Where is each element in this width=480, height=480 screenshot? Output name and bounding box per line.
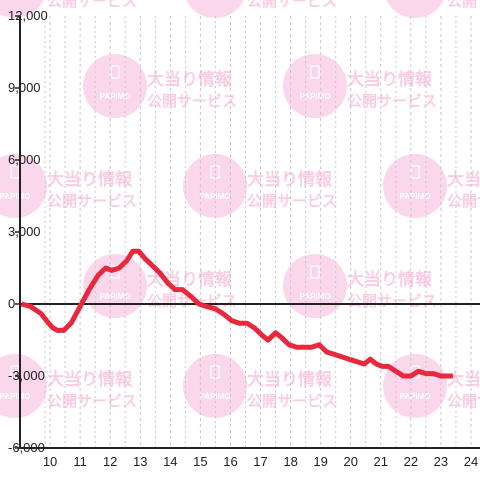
- y-tick-label: 3,000: [8, 224, 41, 239]
- x-tick-label: 16: [223, 454, 237, 469]
- x-tick-label: 13: [133, 454, 147, 469]
- x-tick-label: 20: [343, 454, 357, 469]
- phone-icon: [310, 65, 320, 79]
- x-tick-label: 22: [404, 454, 418, 469]
- watermark-brand: PAPIMO: [100, 292, 131, 301]
- watermark-brand: PAPIMO: [300, 92, 331, 101]
- x-tick-label: 14: [163, 454, 177, 469]
- watermark-line2: 公開サービス: [447, 392, 480, 410]
- x-tick-label: 23: [434, 454, 448, 469]
- watermark-circle: [83, 54, 147, 118]
- watermark-brand: PAPIMO: [0, 0, 30, 1]
- y-tick-label: 6,000: [8, 152, 41, 167]
- x-tick-label: 24: [464, 454, 478, 469]
- watermark-brand: PAPIMO: [200, 0, 231, 1]
- watermark-line2: 公開サービス: [247, 192, 337, 210]
- phone-icon: [310, 265, 320, 279]
- y-tick-label: 0: [8, 296, 15, 311]
- watermark-line2: 公開サービス: [147, 292, 237, 310]
- watermark-line1: 大当り情報: [247, 369, 333, 390]
- watermark-line2: 公開サービス: [47, 0, 137, 10]
- watermark-brand: PAPIMO: [100, 92, 131, 101]
- watermark-circle: [83, 254, 147, 318]
- x-tick-label: 12: [103, 454, 117, 469]
- watermark-brand: PAPIMO: [0, 192, 30, 201]
- watermark-line1: 大当り情報: [347, 269, 433, 290]
- axes: [15, 15, 480, 449]
- watermark-brand: PAPIMO: [400, 0, 431, 1]
- watermark-line1: 大当り情報: [147, 69, 233, 90]
- y-tick-label: -6,000: [8, 440, 45, 455]
- watermark-circle: [0, 354, 47, 418]
- watermark-circle: [283, 54, 347, 118]
- y-tick-label: 9,000: [8, 80, 41, 95]
- watermark-line2: 公開サービス: [47, 392, 137, 410]
- x-tick-label: 21: [374, 454, 388, 469]
- series-layer: [20, 248, 453, 379]
- watermark-circle: [283, 254, 347, 318]
- watermark-line2: 公開サービス: [47, 192, 137, 210]
- watermark-circle: [186, 0, 244, 18]
- watermark-circle: [0, 0, 44, 18]
- y-tick-label: -3,000: [8, 368, 45, 383]
- y-tick-label: 12,000: [8, 8, 48, 23]
- x-tick-label: 11: [73, 454, 87, 469]
- watermark-circle: [0, 154, 47, 218]
- watermark-line1: 大当り情報: [47, 369, 133, 390]
- x-tick-label: 18: [283, 454, 297, 469]
- phone-icon: [110, 65, 120, 79]
- x-tick-label: 10: [43, 454, 57, 469]
- watermark-line2: 公開サービス: [247, 392, 337, 410]
- watermark-line2: 公開サービス: [447, 0, 480, 10]
- watermark-line2: 公開サービス: [247, 0, 337, 10]
- watermark-circle: [383, 354, 447, 418]
- watermark-line2: 公開サービス: [447, 192, 480, 210]
- watermark-circle: [383, 154, 447, 218]
- series-line: [20, 248, 453, 379]
- y-tick-labels: -6,000 -3,000 0 3,000 6,000 9,000 12,000: [8, 8, 48, 455]
- x-tick-labels: 10 11 12 13 14 15 16 17 18 19 20 21 22 23 24: [43, 454, 478, 469]
- watermark-line2: 公開サービス: [347, 92, 437, 110]
- watermark-line1: 大当り情報: [47, 169, 133, 190]
- watermark-line2: 公開サービス: [347, 292, 437, 310]
- watermark-line1: 大当り情報: [447, 369, 480, 390]
- watermark-line1: 大当り情報: [347, 69, 433, 90]
- watermark-line1: 大当り情報: [447, 169, 480, 190]
- watermark-brand: PAPIMO: [0, 392, 30, 401]
- watermark-line2: 公開サービス: [147, 92, 237, 110]
- watermark-brand: PAPIMO: [300, 292, 331, 301]
- x-tick-label: 19: [313, 454, 327, 469]
- watermark-brand: PAPIMO: [400, 192, 431, 201]
- watermark-line1: 大当り情報: [247, 169, 333, 190]
- watermark-brand: PAPIMO: [400, 392, 431, 401]
- x-tick-label: 17: [253, 454, 267, 469]
- watermark-circle: [386, 0, 444, 18]
- x-tick-label: 15: [193, 454, 207, 469]
